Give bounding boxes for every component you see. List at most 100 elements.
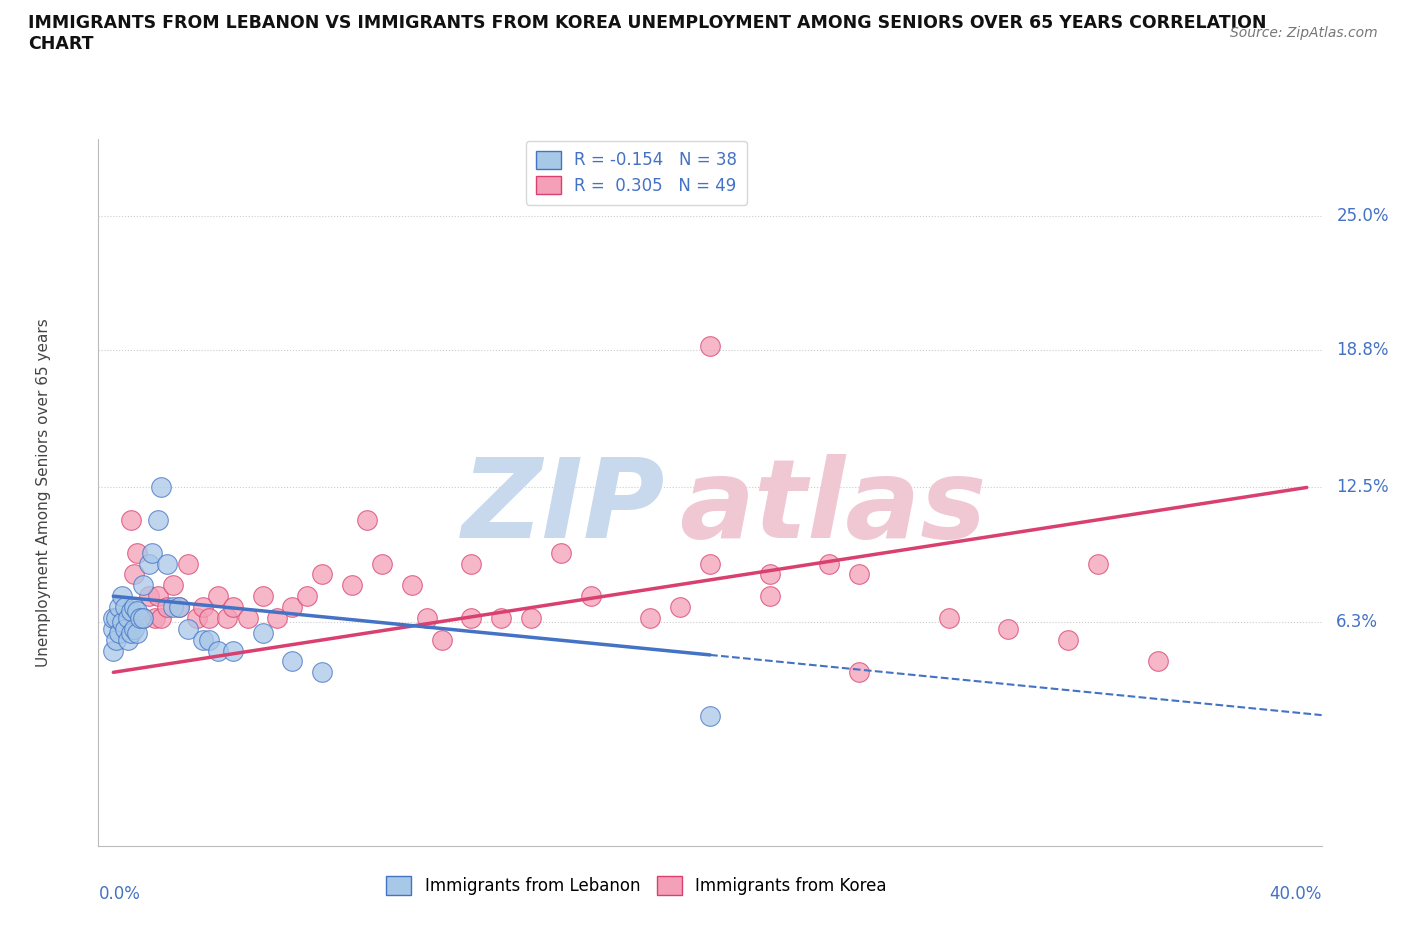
Point: [401, 578, 423, 592]
Point: [699, 709, 721, 724]
Point: [146, 589, 169, 604]
Point: [162, 578, 184, 592]
Text: 0.0%: 0.0%: [98, 885, 141, 903]
Point: [356, 512, 378, 527]
Point: [550, 545, 572, 560]
Point: [997, 621, 1019, 636]
Point: [108, 626, 131, 641]
Point: [162, 600, 184, 615]
Point: [117, 621, 139, 636]
Point: [252, 626, 274, 641]
Point: [191, 632, 214, 647]
Point: [198, 632, 221, 647]
Point: [340, 578, 363, 592]
Point: [489, 610, 512, 625]
Point: [132, 610, 155, 625]
Point: [281, 600, 304, 615]
Point: [699, 339, 721, 353]
Point: [127, 604, 149, 618]
Point: [236, 610, 259, 625]
Text: IMMIGRANTS FROM LEBANON VS IMMIGRANTS FROM KOREA UNEMPLOYMENT AMONG SENIORS OVER: IMMIGRANTS FROM LEBANON VS IMMIGRANTS FR…: [28, 14, 1267, 53]
Point: [1057, 632, 1080, 647]
Point: [105, 632, 128, 647]
Point: [640, 610, 662, 625]
Point: [818, 556, 841, 571]
Point: [117, 610, 139, 625]
Point: [127, 545, 149, 560]
Point: [848, 567, 870, 582]
Point: [191, 600, 214, 615]
Point: [207, 589, 229, 604]
Point: [120, 512, 142, 527]
Point: [108, 600, 131, 615]
Point: [177, 621, 200, 636]
Point: [141, 545, 163, 560]
Point: [198, 610, 221, 625]
Point: [215, 610, 238, 625]
Point: [758, 589, 780, 604]
Point: [156, 556, 179, 571]
Text: 12.5%: 12.5%: [1336, 478, 1389, 497]
Point: [132, 578, 155, 592]
Point: [371, 556, 394, 571]
Point: [167, 600, 190, 615]
Point: [127, 626, 149, 641]
Point: [311, 665, 333, 680]
Point: [758, 567, 780, 582]
Text: ZIP: ZIP: [461, 454, 665, 561]
Point: [122, 567, 145, 582]
Point: [1087, 556, 1109, 571]
Point: [669, 600, 692, 615]
Point: [207, 644, 229, 658]
Point: [103, 644, 125, 658]
Point: [105, 610, 128, 625]
Point: [150, 480, 173, 495]
Text: 6.3%: 6.3%: [1336, 613, 1378, 631]
Point: [114, 621, 136, 636]
Point: [129, 610, 152, 625]
Point: [520, 610, 543, 625]
Point: [103, 610, 125, 625]
Point: [460, 610, 482, 625]
Point: [415, 610, 437, 625]
Point: [221, 644, 243, 658]
Point: [252, 589, 274, 604]
Point: [938, 610, 960, 625]
Point: [699, 556, 721, 571]
Point: [111, 589, 134, 604]
Point: [186, 610, 208, 625]
Point: [311, 567, 333, 582]
Text: Source: ZipAtlas.com: Source: ZipAtlas.com: [1230, 26, 1378, 40]
Point: [167, 600, 190, 615]
Legend: Immigrants from Lebanon, Immigrants from Korea: Immigrants from Lebanon, Immigrants from…: [377, 867, 897, 905]
Point: [114, 600, 136, 615]
Text: atlas: atlas: [679, 454, 986, 561]
Point: [297, 589, 319, 604]
Text: 18.8%: 18.8%: [1336, 341, 1389, 360]
Point: [156, 600, 179, 615]
Point: [111, 615, 134, 630]
Point: [281, 654, 304, 669]
Point: [221, 600, 243, 615]
Point: [120, 626, 142, 641]
Text: Unemployment Among Seniors over 65 years: Unemployment Among Seniors over 65 years: [37, 319, 51, 668]
Point: [177, 556, 200, 571]
Point: [138, 589, 160, 604]
Point: [122, 621, 145, 636]
Point: [146, 512, 169, 527]
Point: [132, 610, 155, 625]
Point: [460, 556, 482, 571]
Point: [120, 604, 142, 618]
Point: [122, 600, 145, 615]
Point: [143, 610, 166, 625]
Point: [150, 610, 173, 625]
Text: 25.0%: 25.0%: [1336, 206, 1389, 225]
Point: [579, 589, 602, 604]
Point: [848, 665, 870, 680]
Point: [117, 632, 139, 647]
Point: [103, 621, 125, 636]
Point: [138, 556, 160, 571]
Point: [1146, 654, 1168, 669]
Point: [266, 610, 288, 625]
Text: 40.0%: 40.0%: [1270, 885, 1322, 903]
